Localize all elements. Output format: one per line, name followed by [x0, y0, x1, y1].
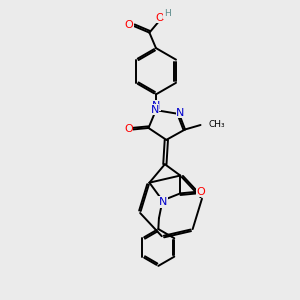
- Text: N: N: [151, 104, 159, 115]
- Text: O: O: [196, 187, 205, 197]
- Text: H: H: [164, 9, 171, 18]
- Text: O: O: [124, 124, 133, 134]
- Text: O: O: [125, 20, 134, 30]
- Text: N: N: [152, 101, 161, 111]
- Text: N: N: [176, 108, 184, 118]
- Text: O: O: [155, 13, 164, 23]
- Text: N: N: [159, 197, 167, 207]
- Text: CH₃: CH₃: [209, 120, 226, 129]
